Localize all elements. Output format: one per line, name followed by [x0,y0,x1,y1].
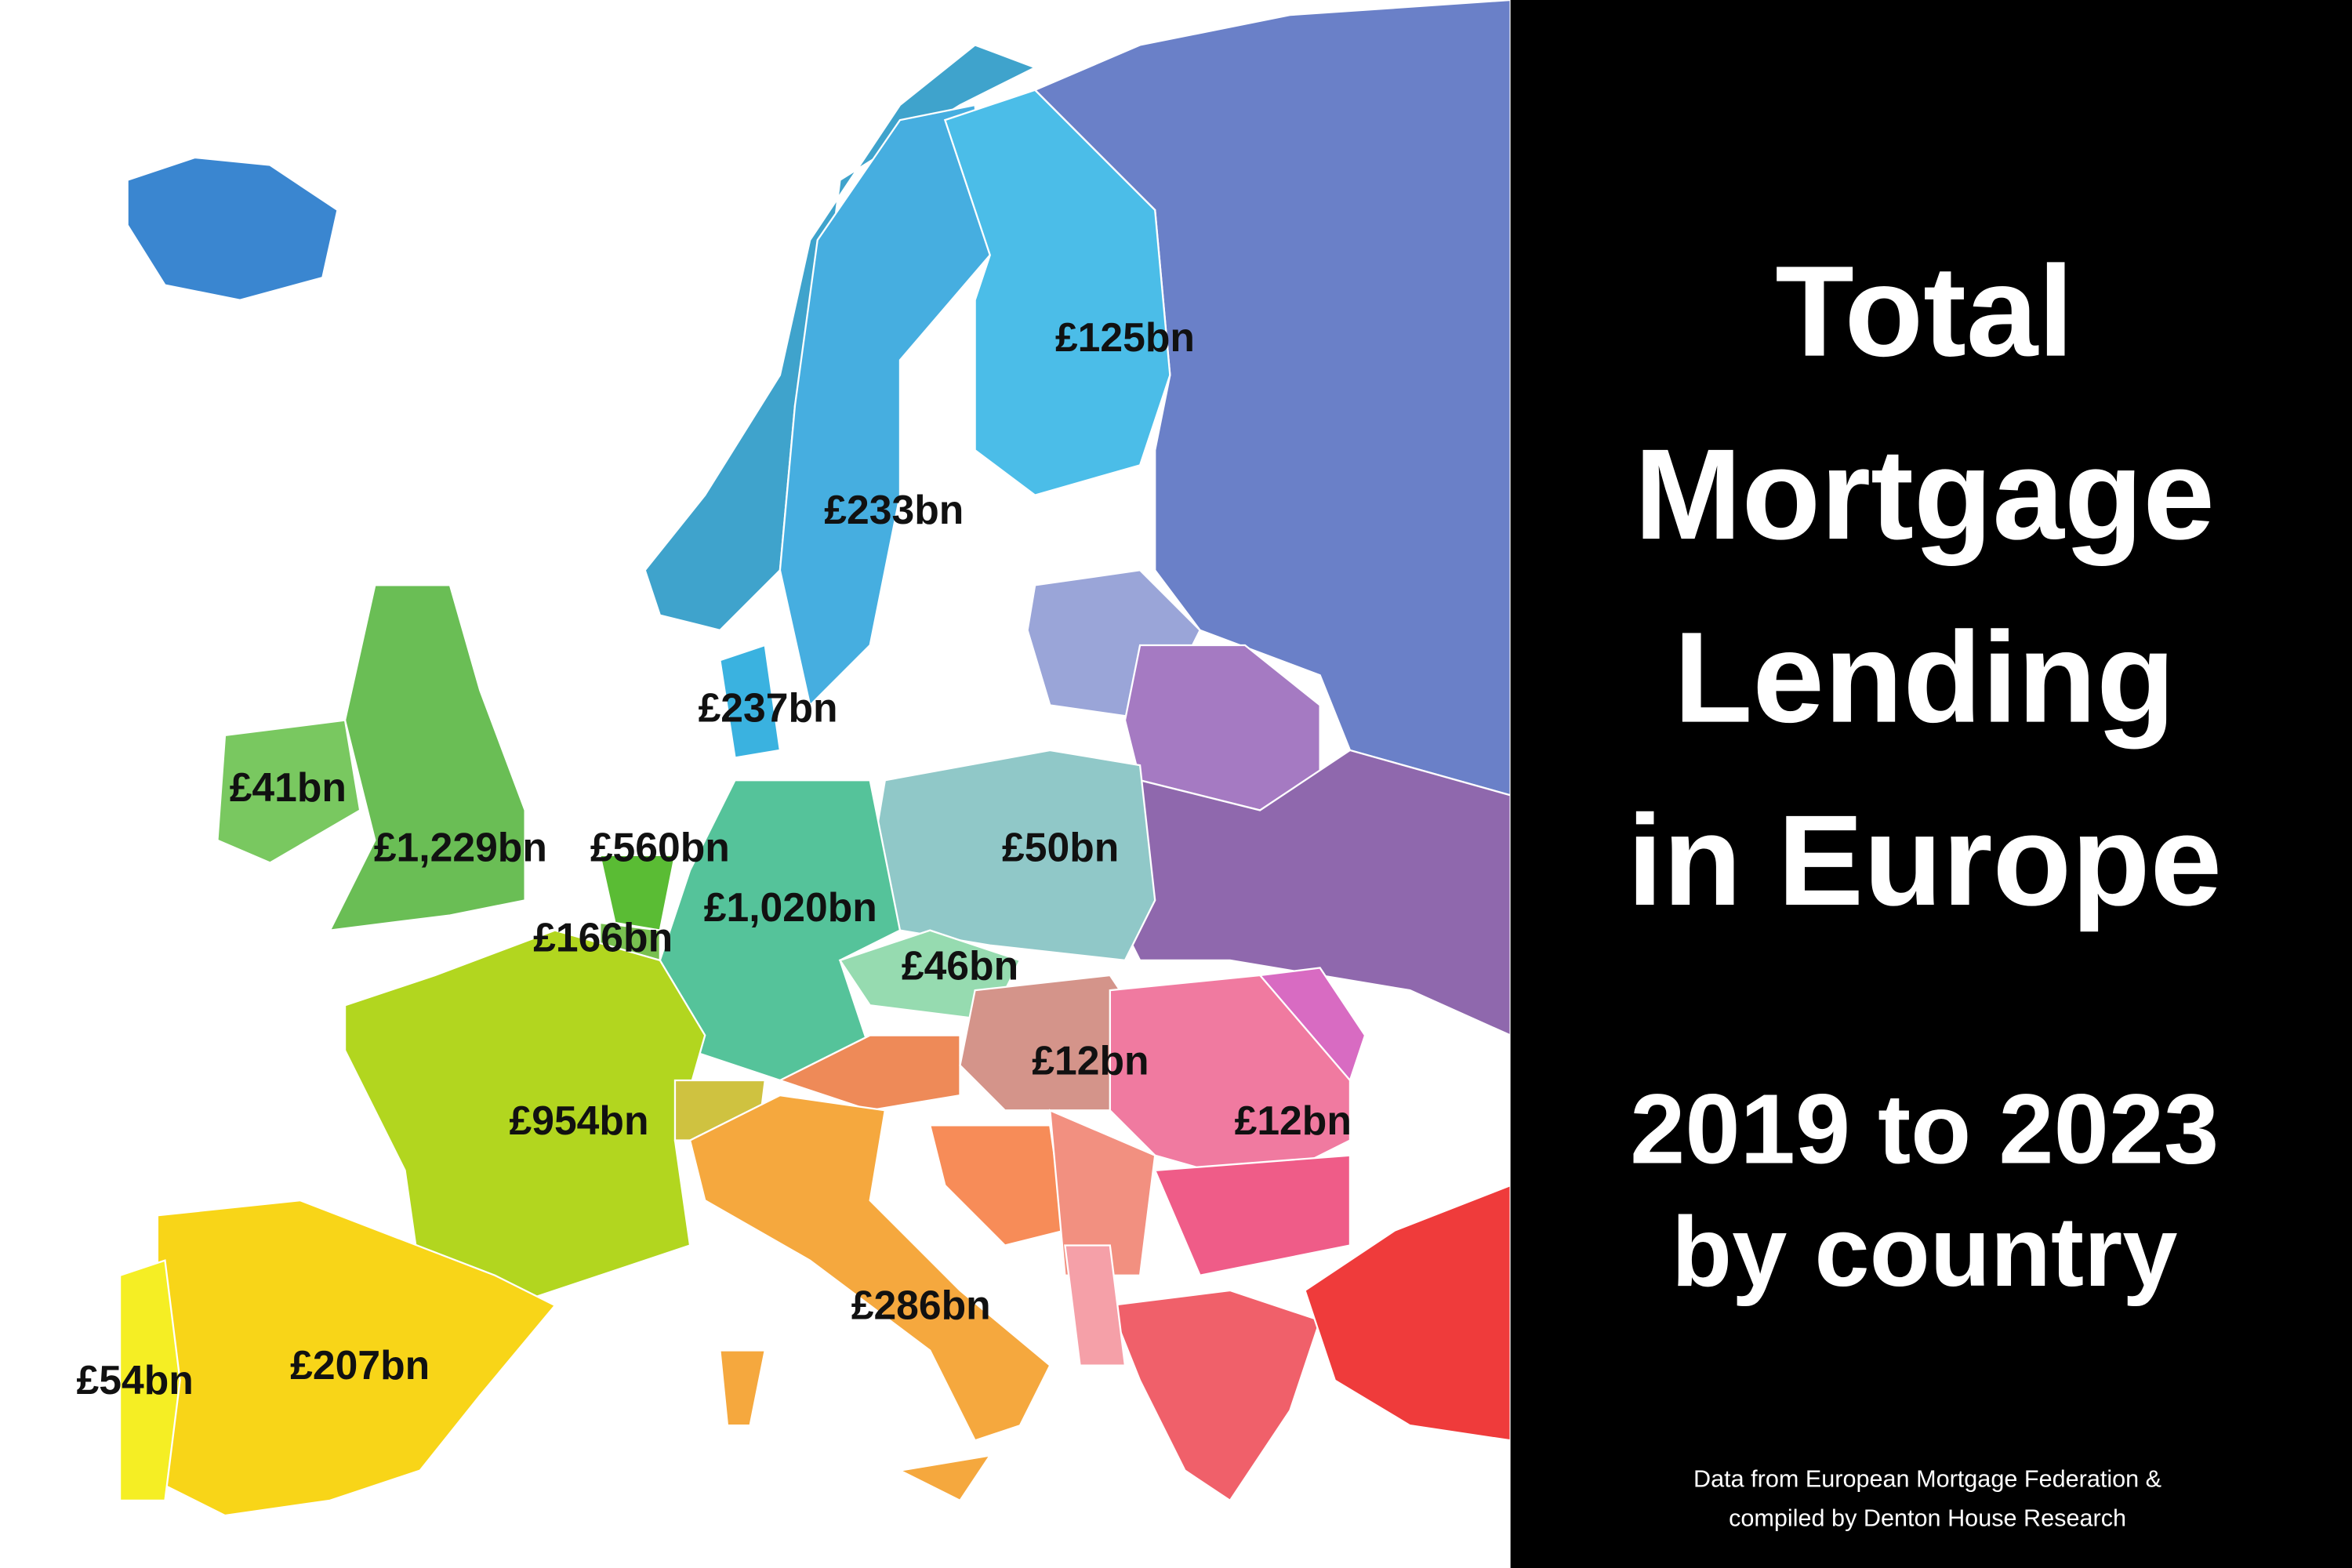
value-label: £41bn [230,764,347,810]
sardinia [719,1349,767,1427]
value-label: £207bn [290,1342,430,1388]
sicily [897,1454,993,1502]
value-label: £46bn [902,943,1018,989]
iceland [126,156,339,301]
moldova [1258,967,1367,1083]
subtitle-line: 2019 to 2023 [1630,1073,2219,1184]
united-kingdom [328,584,526,932]
title-line: in Europe [1627,788,2222,932]
title-line: Mortgage [1635,422,2215,566]
italy [688,1094,1051,1442]
value-label: £954bn [510,1098,649,1143]
value-label: £1,229bn [374,825,547,870]
source-line: compiled by Denton House Research [1729,1504,2126,1531]
sweden [779,103,991,707]
greece [1109,1289,1322,1502]
value-label: £286bn [851,1282,991,1327]
value-label: £12bn [1032,1037,1149,1083]
title-panel [1510,0,2352,1568]
france [343,929,706,1307]
croatia [928,1124,1066,1247]
panel-text: Total Mortgage Lending in Europe 2019 to 202… [1627,239,2222,1532]
title-line: Lending [1674,605,2176,750]
map-labels: £125bn £233bn £237bn £41bn £1,229bn £560bn £1,… [77,314,1352,1403]
ireland [216,719,361,864]
title-line: Total [1775,239,2074,383]
bulgaria [1153,1154,1352,1277]
denmark [719,644,782,759]
value-label: £12bn [1235,1098,1352,1143]
serbia [1048,1109,1156,1276]
finland [943,89,1171,496]
value-label: £54bn [77,1357,194,1403]
value-label: £1,020bn [704,884,877,930]
value-label: £50bn [1002,825,1119,870]
source-line: Data from European Mortgage Federation & [1693,1466,2161,1493]
albania [1064,1244,1127,1367]
value-label: £233bn [824,487,964,532]
value-label: £166bn [533,914,673,960]
map [118,0,1512,1517]
value-label: £237bn [699,685,838,731]
portugal [118,1259,181,1502]
subtitle-line: by country [1671,1196,2177,1307]
value-label: £560bn [590,825,730,870]
value-label: £125bn [1055,314,1195,360]
norway [644,44,1038,632]
